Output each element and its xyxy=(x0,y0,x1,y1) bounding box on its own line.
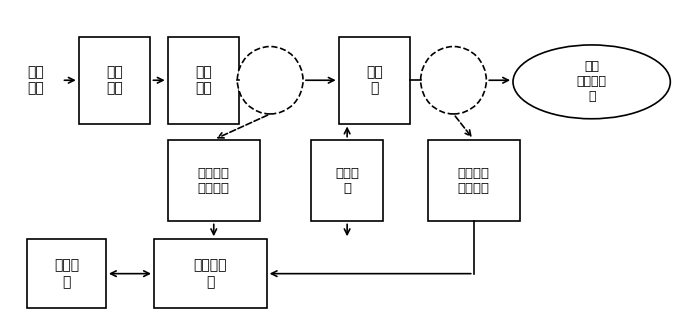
Bar xyxy=(339,37,410,124)
Bar xyxy=(311,140,383,221)
Bar xyxy=(168,140,260,221)
Ellipse shape xyxy=(421,47,486,114)
Text: 人机接
口: 人机接 口 xyxy=(54,258,79,289)
Text: 整流
电路: 整流 电路 xyxy=(106,65,123,95)
Bar xyxy=(428,140,520,221)
Bar xyxy=(79,37,150,124)
Ellipse shape xyxy=(237,47,303,114)
Text: 隔离驱
动: 隔离驱 动 xyxy=(335,167,359,195)
Bar xyxy=(168,37,239,124)
Bar xyxy=(154,239,267,308)
Text: 母线电压
采集电路: 母线电压 采集电路 xyxy=(198,167,230,195)
Text: 混合
式步进电
机: 混合 式步进电 机 xyxy=(577,60,607,103)
Text: 绕组电流
采集电路: 绕组电流 采集电路 xyxy=(458,167,490,195)
Text: 交流
电压: 交流 电压 xyxy=(27,65,44,95)
Text: 逆变
器: 逆变 器 xyxy=(366,65,383,95)
Text: 滤波
电容: 滤波 电容 xyxy=(195,65,212,95)
Text: 中央控制
器: 中央控制 器 xyxy=(194,258,227,289)
Bar xyxy=(27,239,106,308)
Circle shape xyxy=(513,45,670,119)
